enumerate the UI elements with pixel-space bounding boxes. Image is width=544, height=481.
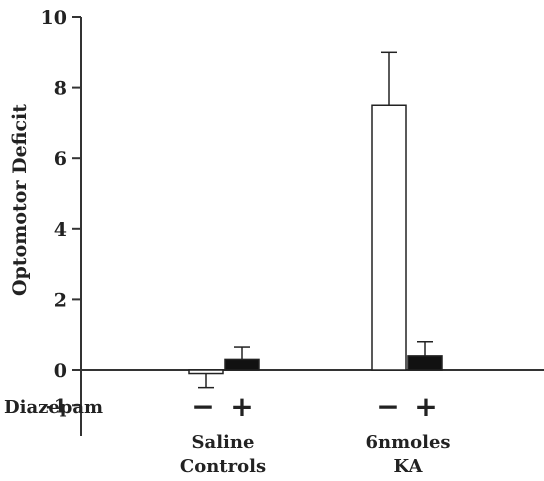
- y-ticks: 10 8 6 4 2 0 -1: [41, 7, 81, 417]
- bar-3: [407, 355, 443, 371]
- y-tick-label-1: 8: [54, 78, 67, 100]
- y-tick-label-5: 0: [54, 360, 67, 382]
- bar-1: [224, 358, 260, 371]
- y-tick-label-0: 10: [41, 7, 67, 29]
- group-1-label-line-1: Saline: [192, 432, 255, 453]
- y-axis-title: Optomotor Deficit: [9, 104, 31, 296]
- group-2-label-line-2: KA: [394, 456, 424, 477]
- bar-0: [188, 369, 224, 375]
- group-2-plus-sign: +: [414, 390, 437, 423]
- bars: [188, 51, 443, 389]
- group-2-label-line-1: 6nmoles: [365, 432, 450, 453]
- group-1-minus-sign: −: [191, 390, 214, 423]
- diazepam-label: Diazepam: [4, 397, 103, 418]
- y-tick-label-2: 6: [54, 148, 67, 170]
- group-1-plus-sign: +: [230, 390, 253, 423]
- group-1-label-line-2: Controls: [180, 456, 266, 477]
- y-tick-label-6: -1: [46, 395, 67, 417]
- bar-2: [371, 104, 407, 371]
- group-2-minus-sign: −: [376, 390, 399, 423]
- y-tick-label-3: 4: [54, 219, 67, 241]
- y-tick-label-4: 2: [54, 289, 67, 311]
